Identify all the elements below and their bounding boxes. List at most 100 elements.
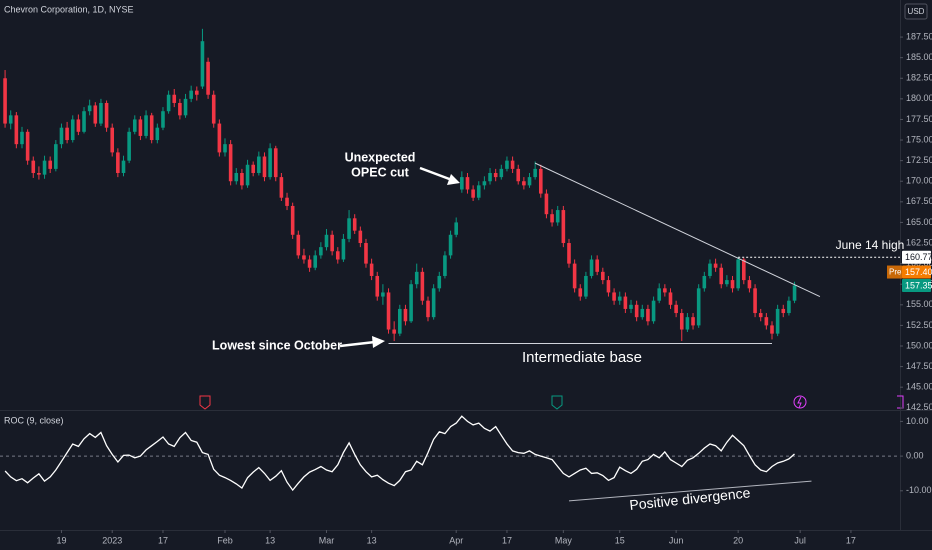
candle-body: [629, 304, 633, 309]
candle-body: [646, 308, 650, 322]
x-tick-label: May: [555, 535, 573, 545]
candle-body: [369, 263, 374, 276]
y-tick-label: 185.00: [906, 52, 932, 62]
x-tick-label: Apr: [449, 535, 463, 545]
candle-body: [352, 218, 357, 231]
divergence-line: [568, 480, 812, 502]
candle-body: [476, 185, 481, 198]
candle-body: [651, 300, 656, 322]
candle-body: [161, 111, 165, 128]
y-tick-label: 175.00: [906, 134, 932, 144]
candle-body: [640, 308, 645, 318]
candle-body: [268, 148, 272, 178]
candle-body: [544, 193, 549, 215]
indicator-title: ROC (9, close): [4, 415, 64, 425]
candle-body: [144, 115, 148, 136]
candle-body: [510, 160, 515, 169]
candle-body: [668, 292, 673, 305]
candle-body: [589, 259, 594, 276]
candle-body: [775, 308, 780, 334]
candle-body: [595, 259, 599, 272]
candle-body: [59, 127, 64, 145]
candle-body: [437, 275, 442, 289]
annotation: Lowest since October: [212, 338, 342, 352]
price-tag: [902, 250, 931, 264]
candle-body: [82, 111, 86, 132]
currency[interactable]: USD: [908, 7, 925, 16]
x-tick-label: 19: [56, 535, 66, 545]
candle-body: [674, 304, 678, 314]
candle-body: [217, 123, 222, 153]
y-tick-label: -10.00: [906, 485, 932, 495]
candle-body: [166, 94, 171, 112]
candle-body: [505, 160, 509, 169]
candle-body: [792, 285, 797, 301]
candle-body: [538, 168, 543, 194]
candle-body: [522, 181, 526, 186]
candle-body: [403, 308, 408, 322]
candle-body: [290, 205, 295, 235]
candle-body: [550, 214, 554, 223]
candle-body: [313, 255, 318, 268]
candle-body: [211, 94, 216, 124]
candle-body: [42, 160, 47, 175]
x-tick-label: 17: [158, 535, 168, 545]
candle-body: [200, 41, 205, 87]
candle-body: [612, 292, 616, 301]
y-tick-label: 165.00: [906, 217, 932, 227]
candle-body: [358, 230, 363, 244]
candle-body: [37, 172, 41, 175]
x-tick-label: 13: [265, 535, 275, 545]
annotation: June 14 high: [836, 238, 905, 252]
y-tick-label: 147.50: [906, 361, 932, 371]
annotation: Unexpected: [345, 150, 416, 164]
candle-body: [657, 288, 662, 301]
candle-body: [307, 259, 312, 268]
candle-body: [319, 247, 323, 256]
y-tick-label: 182.50: [906, 73, 932, 83]
earnings-icon[interactable]: [199, 395, 211, 410]
candle-body: [719, 267, 724, 285]
candle-body: [702, 275, 707, 289]
candle-body: [679, 313, 684, 330]
candle-body: [584, 275, 588, 297]
x-tick-label: Jul: [794, 535, 806, 545]
price-tag-name-bg: [887, 265, 902, 279]
chart-title: Chevron Corporation, 1D, NYSE: [4, 4, 134, 14]
candle-body: [482, 181, 487, 186]
currency-box[interactable]: [904, 3, 928, 20]
y-tick-label: 155.00: [906, 299, 932, 309]
candle-body: [65, 127, 69, 141]
candle-body: [572, 263, 577, 289]
candle-body: [685, 317, 690, 330]
candle-body: [257, 156, 261, 173]
candle-body: [386, 292, 391, 330]
candle-body: [634, 304, 639, 318]
x-tick-label: Mar: [319, 535, 335, 545]
candle-body: [172, 94, 177, 103]
candle-body: [341, 238, 346, 260]
candle-body: [488, 172, 492, 182]
arrow: [339, 336, 385, 348]
candle-body: [223, 144, 227, 153]
candle-body: [14, 115, 19, 145]
annotation: Intermediate base: [522, 349, 642, 366]
y-tick-label: 0.00: [906, 450, 924, 460]
trend-line: [534, 162, 821, 298]
candle-body: [747, 280, 752, 289]
candle-body: [414, 271, 419, 285]
candle-body: [420, 271, 425, 301]
candle-body: [454, 222, 459, 235]
y-tick-label: 172.50: [906, 155, 932, 165]
candle-body: [601, 271, 605, 281]
y-tick-label: 150.00: [906, 340, 932, 350]
dividend-icon[interactable]: [793, 395, 807, 409]
y-tick-label: 162.50: [906, 237, 932, 247]
candle-body: [713, 263, 718, 268]
y-tick-label: 152.50: [906, 320, 932, 330]
candle-body: [324, 234, 329, 248]
earnings-icon[interactable]: [551, 395, 563, 410]
candle-body: [87, 105, 92, 112]
candle-body: [741, 259, 746, 281]
candle-body: [20, 131, 24, 145]
